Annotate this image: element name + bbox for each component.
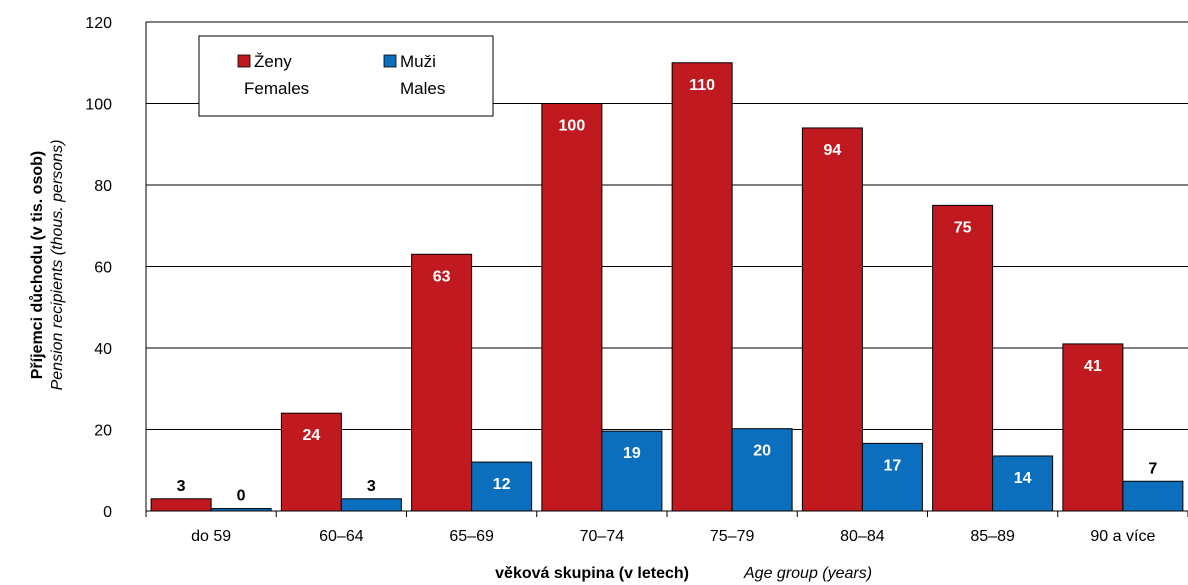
x-tick-label: 80–84 [840,528,885,545]
bar-females [411,253,473,512]
data-label: 94 [823,142,841,159]
x-tick-label: do 59 [191,528,231,545]
data-label: 19 [623,445,641,462]
data-label: 63 [433,268,451,285]
bar-males [471,461,533,512]
bar-males [861,442,923,512]
axes [145,22,1188,517]
x-axis-title-sub: Age group (years) [743,565,872,582]
data-label: 3 [177,478,186,495]
y-tick-label: 0 [103,504,112,521]
bar-males [601,430,663,512]
data-label: 24 [302,427,320,444]
x-tick-label: 85–89 [970,528,1015,545]
data-label: 17 [883,457,901,474]
bar-females [541,103,603,512]
y-axis-title: Příjemci důchodu (v tis. osob) Pension r… [29,140,66,391]
bar-females [280,412,342,512]
data-label: 12 [493,476,511,493]
y-axis-title-main: Příjemci důchodu (v tis. osob) [29,151,46,379]
data-label: 41 [1084,358,1102,375]
x-tick-label: 90 a více [1090,528,1155,545]
x-axis-title-main: věková skupina (v letech) [495,565,689,582]
legend-label-females: Ženy [254,52,292,71]
bar-females [932,204,994,512]
bar-males [731,428,793,512]
legend-swatch-males [383,54,397,68]
bar-females [150,498,212,512]
x-tick-label: 70–74 [580,528,625,545]
bar-males [1122,480,1184,512]
bar-females [801,127,863,512]
legend-label-males: Muži [400,52,436,71]
bar-females [671,62,733,512]
data-label: 110 [689,77,715,94]
y-tick-label: 120 [85,15,112,32]
bar-females [1062,343,1124,512]
legend-label-females-en: Females [244,79,309,98]
bars [150,62,1184,512]
y-tick-label: 20 [94,423,112,440]
x-tick-label: 60–64 [319,528,364,545]
y-tick-label: 80 [94,178,112,195]
data-label: 20 [753,443,771,460]
x-tick-label: 65–69 [449,528,494,545]
y-tick-label: 40 [94,341,112,358]
bar-males [340,498,402,512]
y-tick-label: 100 [85,97,112,114]
legend: Ženy Females Muži Males [198,35,494,117]
data-label: 75 [954,219,972,236]
legend-label-males-en: Males [400,79,445,98]
bar-males [992,455,1054,512]
legend-box [198,35,494,117]
legend-swatch-females [237,54,251,68]
data-labels: 3 24 63 100 110 94 75 41 0 3 12 19 20 17 14 7 [177,77,1158,505]
y-axis-title-sub: Pension recipients (thous. persons) [49,140,66,391]
data-label: 7 [1148,460,1157,477]
data-label: 3 [367,478,376,495]
data-label: 100 [559,118,586,135]
data-label: 14 [1014,470,1032,487]
x-tick-label: 75–79 [710,528,755,545]
y-tick-label: 60 [94,260,112,277]
data-label: 0 [237,488,246,505]
